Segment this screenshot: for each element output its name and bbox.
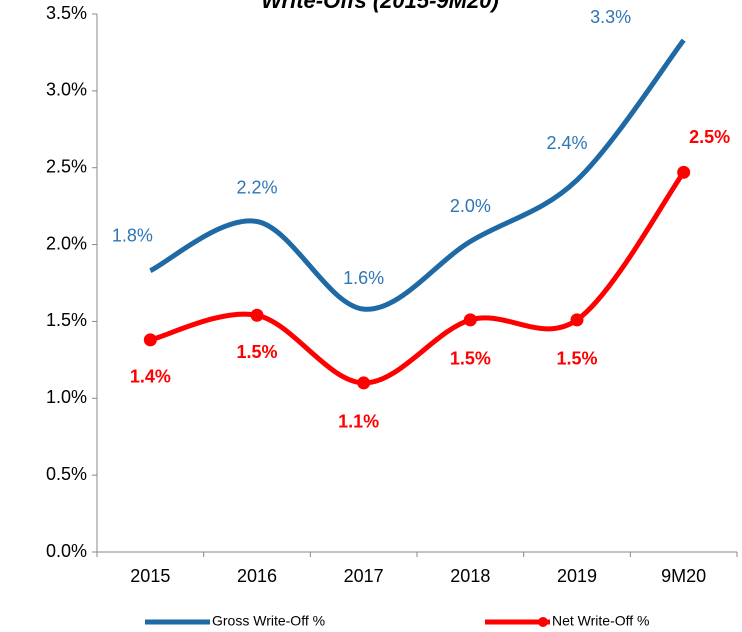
legend-label: Net Write-Off % [552,613,650,629]
data-label: 1.4% [130,367,171,387]
y-tick-label: 2.5% [46,156,87,176]
x-tick-label: 2016 [237,566,277,586]
y-tick-label: 0.5% [46,464,87,484]
data-label: 2.0% [450,196,491,216]
point [463,313,477,327]
point [143,333,157,347]
y-tick-label: 0.0% [46,541,87,561]
data-label: 2.2% [236,177,277,197]
legend-label: Gross Write-Off % [212,613,325,629]
data-label: 1.8% [112,225,153,245]
data-label: 2.4% [546,133,587,153]
x-tick-label: 2017 [344,566,384,586]
y-tick-label: 1.5% [46,310,87,330]
data-label: 1.5% [556,349,597,369]
y-tick-label: 1.0% [46,387,87,407]
data-label: 1.6% [343,268,384,288]
series-line [149,38,686,312]
point [250,308,264,322]
y-tick-label: 2.0% [46,233,87,253]
point [570,313,584,327]
series-line [149,170,686,386]
data-label: 1.5% [450,349,491,369]
data-label: 2.5% [689,127,730,147]
data-label: 3.3% [590,7,631,27]
x-tick-label: 2019 [557,566,597,586]
point [357,376,371,390]
x-tick-label: 2015 [130,566,170,586]
x-tick-label: 9M20 [661,566,706,586]
data-label: 1.5% [236,342,277,362]
chart-title: Write-Offs (2015-9M20) [261,0,499,13]
legend-marker [538,617,548,627]
y-tick-label: 3.0% [46,80,87,100]
x-tick-label: 2018 [450,566,490,586]
y-tick-label: 3.5% [46,3,87,23]
data-label: 1.1% [338,412,379,432]
point [677,165,691,179]
